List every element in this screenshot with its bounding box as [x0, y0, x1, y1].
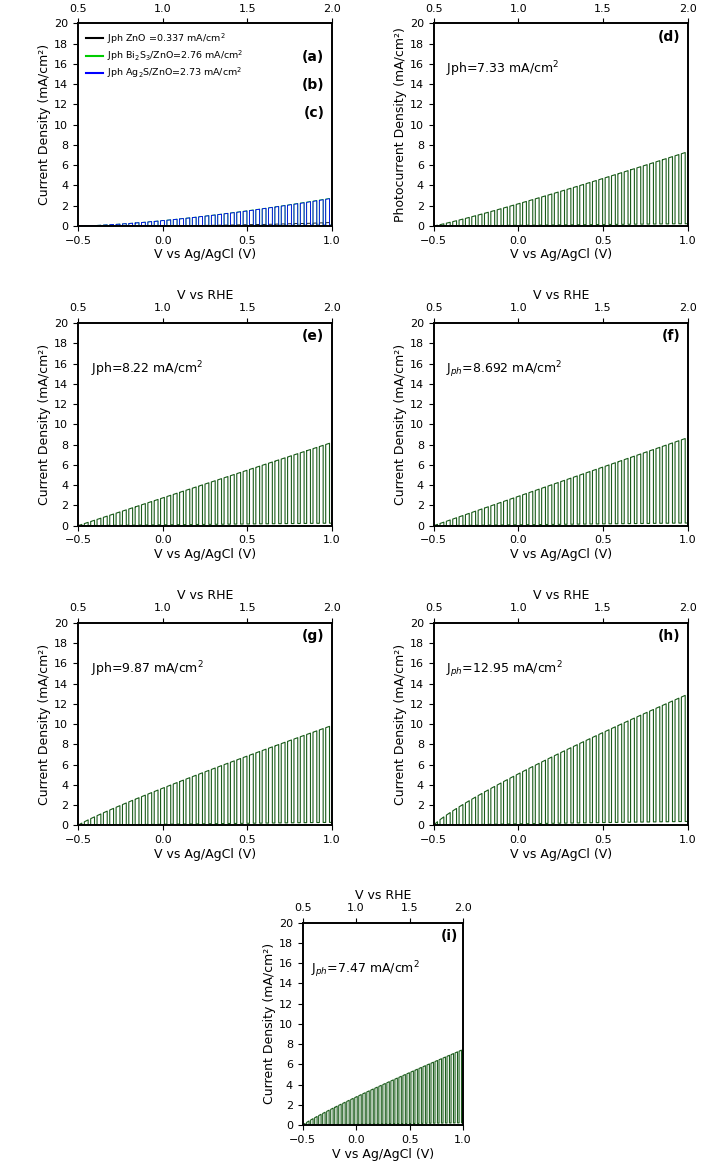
Text: Jph=7.33 mA/cm$^2$: Jph=7.33 mA/cm$^2$	[447, 60, 559, 80]
Text: (a): (a)	[302, 49, 325, 63]
Y-axis label: Current Density (mA/cm²): Current Density (mA/cm²)	[394, 643, 407, 805]
X-axis label: V vs Ag/AgCl (V): V vs Ag/AgCl (V)	[510, 847, 612, 861]
Y-axis label: Current Density (mA/cm²): Current Density (mA/cm²)	[38, 45, 51, 205]
Text: (g): (g)	[302, 629, 325, 643]
X-axis label: V vs RHE: V vs RHE	[532, 289, 589, 302]
Text: (i): (i)	[441, 928, 458, 942]
X-axis label: V vs RHE: V vs RHE	[532, 0, 589, 2]
X-axis label: V vs Ag/AgCl (V): V vs Ag/AgCl (V)	[154, 248, 256, 261]
Text: (e): (e)	[302, 329, 325, 343]
Text: (h): (h)	[657, 629, 680, 643]
Y-axis label: Photocurrent Density (mA/cm²): Photocurrent Density (mA/cm²)	[394, 27, 407, 223]
X-axis label: V vs Ag/AgCl (V): V vs Ag/AgCl (V)	[510, 248, 612, 261]
Text: (b): (b)	[302, 79, 325, 93]
X-axis label: V vs RHE: V vs RHE	[177, 0, 233, 2]
X-axis label: V vs RHE: V vs RHE	[532, 590, 589, 602]
Legend: Jph ZnO =0.337 mA/cm$^2$, Jph Bi$_2$S$_3$/ZnO=2.76 mA/cm$^2$, Jph Ag$_2$S/ZnO=2.: Jph ZnO =0.337 mA/cm$^2$, Jph Bi$_2$S$_3…	[83, 28, 247, 83]
Text: (f): (f)	[661, 329, 680, 343]
X-axis label: V vs RHE: V vs RHE	[354, 888, 411, 901]
Text: J$_{ph}$=7.47 mA/cm$^2$: J$_{ph}$=7.47 mA/cm$^2$	[311, 959, 420, 980]
Text: Jph=8.22 mA/cm$^2$: Jph=8.22 mA/cm$^2$	[91, 360, 203, 380]
Y-axis label: Current Density (mA/cm²): Current Density (mA/cm²)	[394, 343, 407, 505]
X-axis label: V vs RHE: V vs RHE	[177, 590, 233, 602]
Y-axis label: Current Density (mA/cm²): Current Density (mA/cm²)	[38, 343, 51, 505]
Text: (c): (c)	[303, 107, 325, 121]
X-axis label: V vs RHE: V vs RHE	[177, 289, 233, 302]
Y-axis label: Current Density (mA/cm²): Current Density (mA/cm²)	[263, 943, 276, 1104]
Y-axis label: Current Density (mA/cm²): Current Density (mA/cm²)	[38, 643, 51, 805]
Text: (d): (d)	[657, 29, 680, 43]
X-axis label: V vs Ag/AgCl (V): V vs Ag/AgCl (V)	[332, 1147, 434, 1160]
Text: J$_{ph}$=12.95 mA/cm$^2$: J$_{ph}$=12.95 mA/cm$^2$	[447, 660, 563, 680]
X-axis label: V vs Ag/AgCl (V): V vs Ag/AgCl (V)	[154, 548, 256, 561]
X-axis label: V vs Ag/AgCl (V): V vs Ag/AgCl (V)	[154, 847, 256, 861]
Text: Jph=9.87 mA/cm$^2$: Jph=9.87 mA/cm$^2$	[91, 660, 203, 679]
Text: J$_{ph}$=8.692 mA/cm$^2$: J$_{ph}$=8.692 mA/cm$^2$	[447, 360, 563, 380]
X-axis label: V vs Ag/AgCl (V): V vs Ag/AgCl (V)	[510, 548, 612, 561]
